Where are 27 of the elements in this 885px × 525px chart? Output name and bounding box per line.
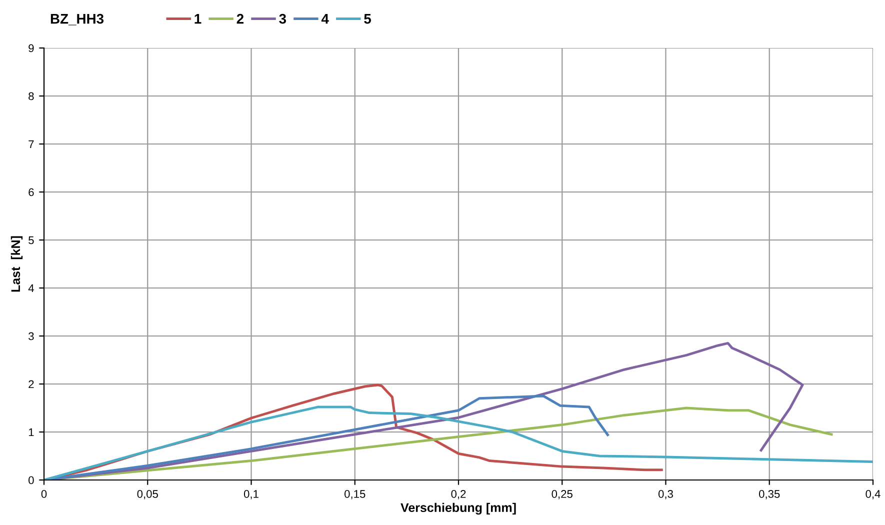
legend-label: 1 — [194, 14, 202, 24]
x-tick-label: 0,05 — [137, 490, 158, 500]
y-tick-label: 3 — [28, 332, 34, 340]
x-tick-label: 0,3 — [658, 490, 673, 500]
y-tick-label: 0 — [28, 476, 34, 484]
y-tick-label: 9 — [28, 44, 34, 52]
legend-label: 4 — [321, 14, 329, 24]
y-tick-label: 7 — [28, 140, 34, 148]
x-tick-label: 0 — [41, 490, 47, 498]
y-tick-label: 8 — [28, 92, 34, 100]
x-tick-label: 0,35 — [758, 490, 780, 500]
legend-label: 2 — [236, 14, 244, 24]
x-tick-label: 0,1 — [244, 490, 258, 500]
x-tick-label: 0,4 — [866, 490, 880, 500]
x-tick-label: 0,15 — [344, 490, 366, 500]
legend-label: 3 — [279, 14, 286, 24]
legend-label: 5 — [364, 14, 372, 24]
y-tick-label: 5 — [28, 236, 34, 244]
x-tick-label: 0,2 — [451, 490, 466, 500]
y-tick-label: 4 — [28, 284, 34, 292]
y-tick-label: 1 — [28, 428, 34, 436]
x-axis-title: Verschiebung [mm] — [400, 502, 516, 515]
chart-title: BZ_HH3 — [50, 14, 104, 26]
y-axis-title: Last [kN] — [10, 236, 23, 292]
y-tick-label: 2 — [28, 380, 34, 388]
x-tick-label: 0,25 — [552, 490, 572, 500]
y-tick-label: 6 — [28, 188, 34, 196]
